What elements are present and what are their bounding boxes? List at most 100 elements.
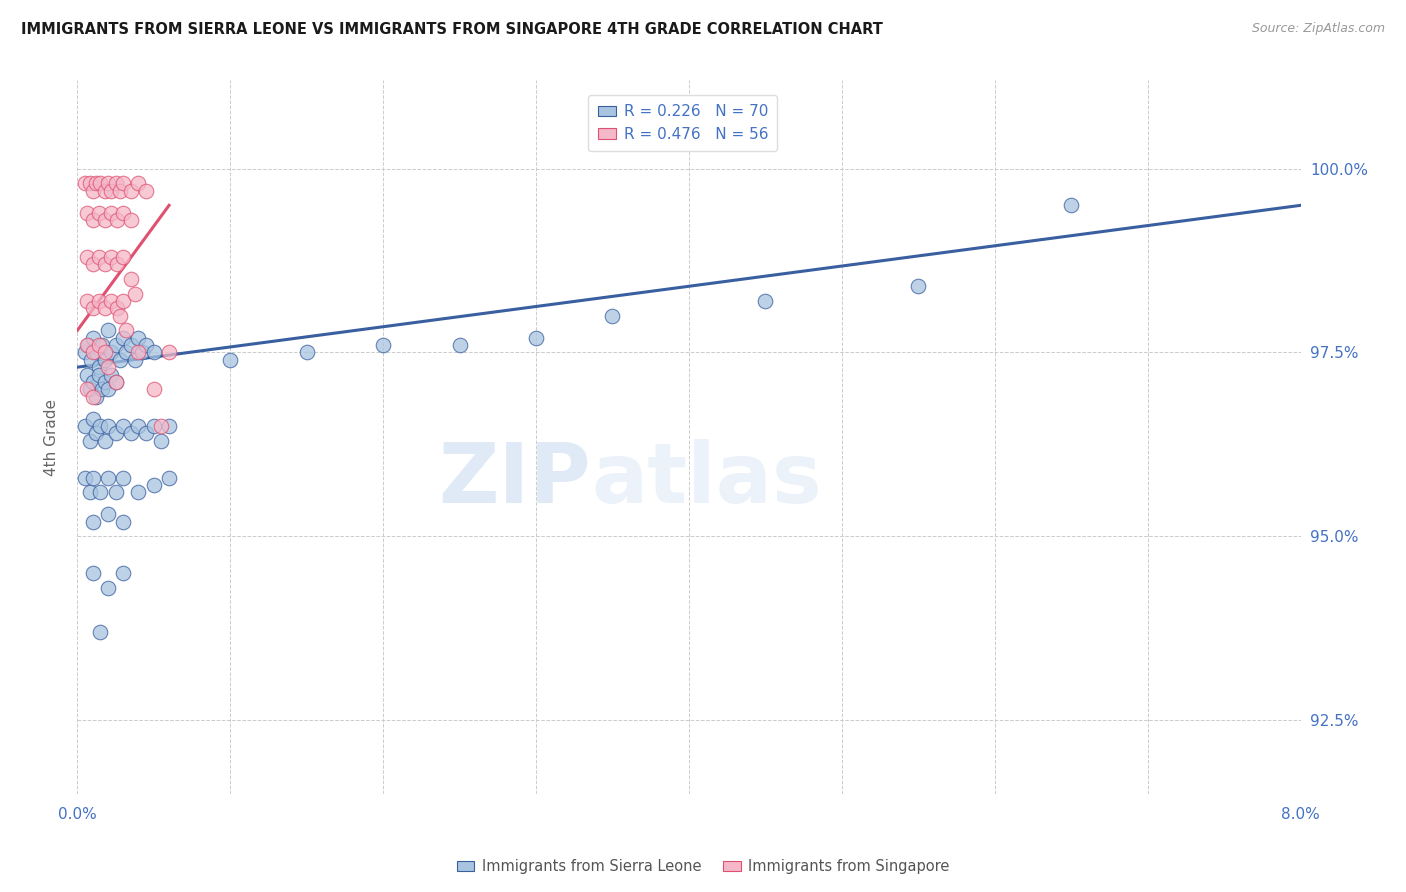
Point: [94, 184, 117, 198]
Point: [108, 309, 131, 323]
Point: [87, 338, 110, 352]
Point: [87, 360, 110, 375]
Point: [94, 434, 117, 448]
Point: [112, 566, 135, 581]
Point: [82, 515, 104, 529]
Legend: Immigrants from Sierra Leone, Immigrants from Singapore: Immigrants from Sierra Leone, Immigrants…: [451, 854, 955, 880]
Point: [79, 382, 101, 396]
Point: [104, 375, 127, 389]
Point: [602, 309, 624, 323]
Point: [97, 176, 120, 190]
Point: [82, 213, 104, 227]
Point: [84, 390, 107, 404]
Point: [105, 213, 128, 227]
Text: ZIP: ZIP: [439, 440, 591, 520]
Point: [1060, 198, 1083, 212]
Point: [112, 250, 135, 264]
Point: [907, 279, 929, 293]
Point: [120, 338, 142, 352]
Point: [89, 625, 111, 640]
Point: [94, 375, 117, 389]
Point: [97, 581, 120, 595]
Point: [80, 352, 103, 367]
Point: [104, 338, 127, 352]
Point: [82, 411, 104, 425]
Point: [135, 184, 157, 198]
Point: [76, 250, 98, 264]
Point: [76, 205, 98, 219]
Point: [82, 257, 104, 271]
Point: [128, 331, 150, 345]
Point: [115, 345, 138, 359]
Point: [120, 213, 142, 227]
Point: [89, 419, 111, 434]
Point: [97, 382, 120, 396]
Point: [150, 434, 173, 448]
Point: [104, 375, 127, 389]
Point: [97, 323, 120, 337]
Point: [157, 345, 180, 359]
Point: [87, 250, 110, 264]
Point: [82, 184, 104, 198]
Point: [100, 250, 122, 264]
Point: [100, 184, 122, 198]
Point: [73, 176, 96, 190]
Point: [89, 485, 111, 500]
Point: [82, 470, 104, 484]
Point: [128, 345, 150, 359]
Point: [142, 382, 165, 396]
Point: [128, 419, 150, 434]
Point: [142, 419, 165, 434]
Point: [94, 213, 117, 227]
Point: [157, 419, 180, 434]
Point: [82, 301, 104, 316]
Point: [76, 293, 98, 308]
Point: [82, 375, 104, 389]
Point: [142, 478, 165, 492]
Point: [84, 345, 107, 359]
Point: [84, 426, 107, 441]
Legend: R = 0.226   N = 70, R = 0.476   N = 56: R = 0.226 N = 70, R = 0.476 N = 56: [589, 95, 778, 151]
Point: [97, 419, 120, 434]
Text: Source: ZipAtlas.com: Source: ZipAtlas.com: [1251, 22, 1385, 36]
Point: [112, 176, 135, 190]
Point: [754, 293, 776, 308]
Point: [94, 352, 117, 367]
Point: [87, 368, 110, 382]
Point: [94, 301, 117, 316]
Text: atlas: atlas: [591, 440, 823, 520]
Point: [449, 338, 471, 352]
Point: [90, 382, 112, 396]
Point: [87, 293, 110, 308]
Point: [100, 205, 122, 219]
Point: [73, 470, 96, 484]
Point: [76, 338, 98, 352]
Point: [104, 426, 127, 441]
Point: [112, 205, 135, 219]
Point: [104, 176, 127, 190]
Point: [112, 419, 135, 434]
Point: [73, 419, 96, 434]
Point: [82, 345, 104, 359]
Point: [112, 470, 135, 484]
Point: [120, 272, 142, 286]
Text: IMMIGRANTS FROM SIERRA LEONE VS IMMIGRANTS FROM SINGAPORE 4TH GRADE CORRELATION : IMMIGRANTS FROM SIERRA LEONE VS IMMIGRAN…: [21, 22, 883, 37]
Point: [128, 485, 150, 500]
Point: [157, 470, 180, 484]
Point: [82, 331, 104, 345]
Point: [97, 508, 120, 522]
Point: [76, 382, 98, 396]
Point: [94, 345, 117, 359]
Point: [77, 338, 100, 352]
Point: [82, 566, 104, 581]
Point: [295, 345, 318, 359]
Point: [124, 286, 146, 301]
Point: [79, 434, 101, 448]
Point: [135, 426, 157, 441]
Point: [108, 352, 131, 367]
Point: [128, 176, 150, 190]
Point: [79, 176, 101, 190]
Point: [105, 301, 128, 316]
Point: [97, 470, 120, 484]
Point: [135, 338, 157, 352]
